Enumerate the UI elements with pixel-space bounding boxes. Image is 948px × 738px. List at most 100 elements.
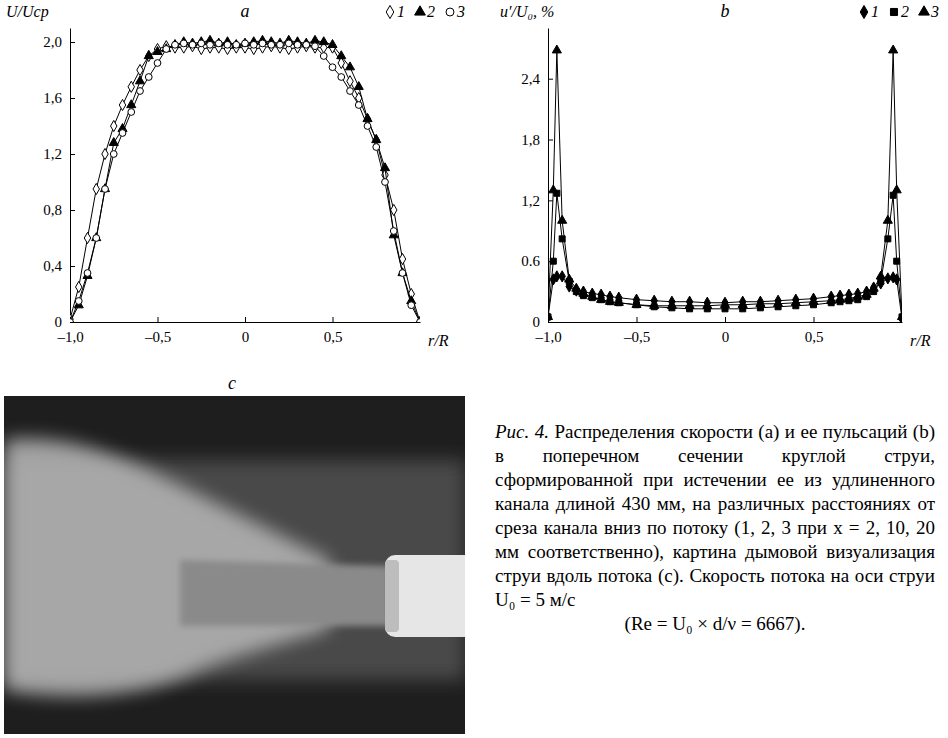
panel-title: b — [721, 1, 730, 21]
y-tick-label: 2,0 — [43, 34, 62, 50]
x-axis-title: r/R — [910, 332, 931, 349]
data-point — [144, 51, 153, 59]
y-tick-mark — [70, 266, 75, 267]
data-point — [170, 40, 179, 48]
data-point — [579, 288, 588, 296]
data-point — [756, 298, 765, 306]
data-point — [285, 40, 292, 47]
x-tick-label: –1,0 — [56, 329, 83, 345]
x-axis: –1,0–0,500,5 — [534, 317, 902, 345]
y-tick-mark — [548, 140, 553, 141]
x-tick-label: –0,5 — [144, 329, 171, 345]
data-point — [345, 62, 354, 70]
x-tick-label: 0 — [242, 329, 250, 345]
data-point — [347, 76, 353, 87]
series-line — [70, 46, 420, 322]
y-axis: 00.61,21,82,4 — [521, 29, 553, 331]
legend: 123 — [860, 3, 939, 20]
caption: Рис. 4. Распределения скорости (a) и ее … — [495, 420, 935, 636]
data-point — [109, 138, 118, 146]
data-point — [233, 42, 239, 53]
y-tick-label: 0,8 — [43, 202, 62, 218]
data-point — [268, 41, 274, 52]
y-tick-mark — [70, 154, 75, 155]
data-point — [84, 232, 90, 243]
data-point — [303, 41, 309, 52]
y-tick-mark — [70, 210, 75, 211]
data-point — [163, 41, 169, 52]
data-point — [382, 179, 389, 186]
chart-b: –1,0–0,500,500.61,21,82,4bu′/U₀, %r/R123 — [500, 1, 939, 349]
legend-marker — [890, 8, 897, 15]
data-point — [102, 186, 109, 193]
caption-formula: (Re = U₀ × d/ν = 6667). — [495, 612, 935, 636]
x-tick-label: 0,5 — [805, 329, 824, 345]
data-point — [189, 41, 195, 52]
data-point — [827, 295, 836, 303]
data-point — [259, 40, 266, 47]
data-point — [224, 41, 231, 48]
y-axis-title: u′/U₀, % — [500, 3, 554, 20]
panel-c: c — [4, 373, 475, 734]
y-tick: 0,8 — [43, 202, 75, 218]
data-point — [355, 102, 362, 109]
legend-label: 1 — [397, 3, 405, 20]
y-tick-mark — [548, 322, 553, 323]
data-point — [738, 300, 747, 308]
data-point — [337, 51, 346, 59]
data-point — [198, 40, 205, 47]
data-point — [417, 319, 420, 322]
data-point — [588, 291, 597, 299]
data-point — [338, 74, 345, 81]
data-point — [135, 76, 144, 84]
data-point — [312, 43, 319, 50]
x-tick-label: 0 — [722, 329, 730, 345]
data-point — [172, 42, 178, 53]
y-axis: 00,40,81,21,62,0 — [43, 29, 75, 331]
data-point — [250, 41, 257, 48]
data-point — [277, 42, 283, 53]
caption-text: Распределения скорости (a) и ее пульсаци… — [495, 421, 935, 610]
y-tick-mark — [70, 322, 75, 323]
data-point — [215, 40, 222, 47]
data-point — [565, 274, 574, 282]
x-tick: 0,5 — [324, 317, 343, 345]
data-point — [189, 41, 196, 48]
data-point — [214, 38, 223, 46]
data-point — [894, 258, 900, 264]
data-point — [93, 235, 100, 242]
data-point — [549, 185, 558, 193]
series-line — [70, 41, 420, 322]
data-point — [809, 296, 818, 304]
data-point — [883, 215, 892, 223]
data-point — [93, 183, 99, 194]
y-tick-mark — [548, 200, 553, 201]
panel-title: a — [241, 1, 250, 21]
data-point — [889, 45, 898, 53]
data-point — [312, 42, 318, 53]
data-point — [153, 47, 162, 55]
data-point — [558, 215, 567, 223]
data-point — [154, 60, 161, 67]
y-tick: 2,4 — [521, 71, 553, 87]
nozzle-rim — [385, 560, 399, 632]
photo — [4, 396, 465, 734]
y-tick-label: 0 — [533, 314, 541, 330]
data-point — [632, 300, 641, 308]
series-line — [70, 43, 420, 322]
nozzle — [385, 555, 465, 637]
data-point — [892, 185, 901, 193]
x-tick-mark — [637, 317, 638, 322]
data-point — [319, 37, 328, 45]
y-tick-label: 2,4 — [521, 71, 540, 87]
x-tick-mark — [814, 317, 815, 322]
data-point — [720, 300, 729, 308]
y-axis-title: U/Uср — [6, 3, 49, 21]
data-point — [84, 270, 91, 277]
data-point — [391, 204, 397, 215]
data-point — [102, 148, 108, 159]
x-tick-mark — [245, 317, 246, 322]
data-point — [347, 88, 354, 95]
y-tick: 0,4 — [43, 258, 75, 274]
data-point — [791, 297, 800, 305]
